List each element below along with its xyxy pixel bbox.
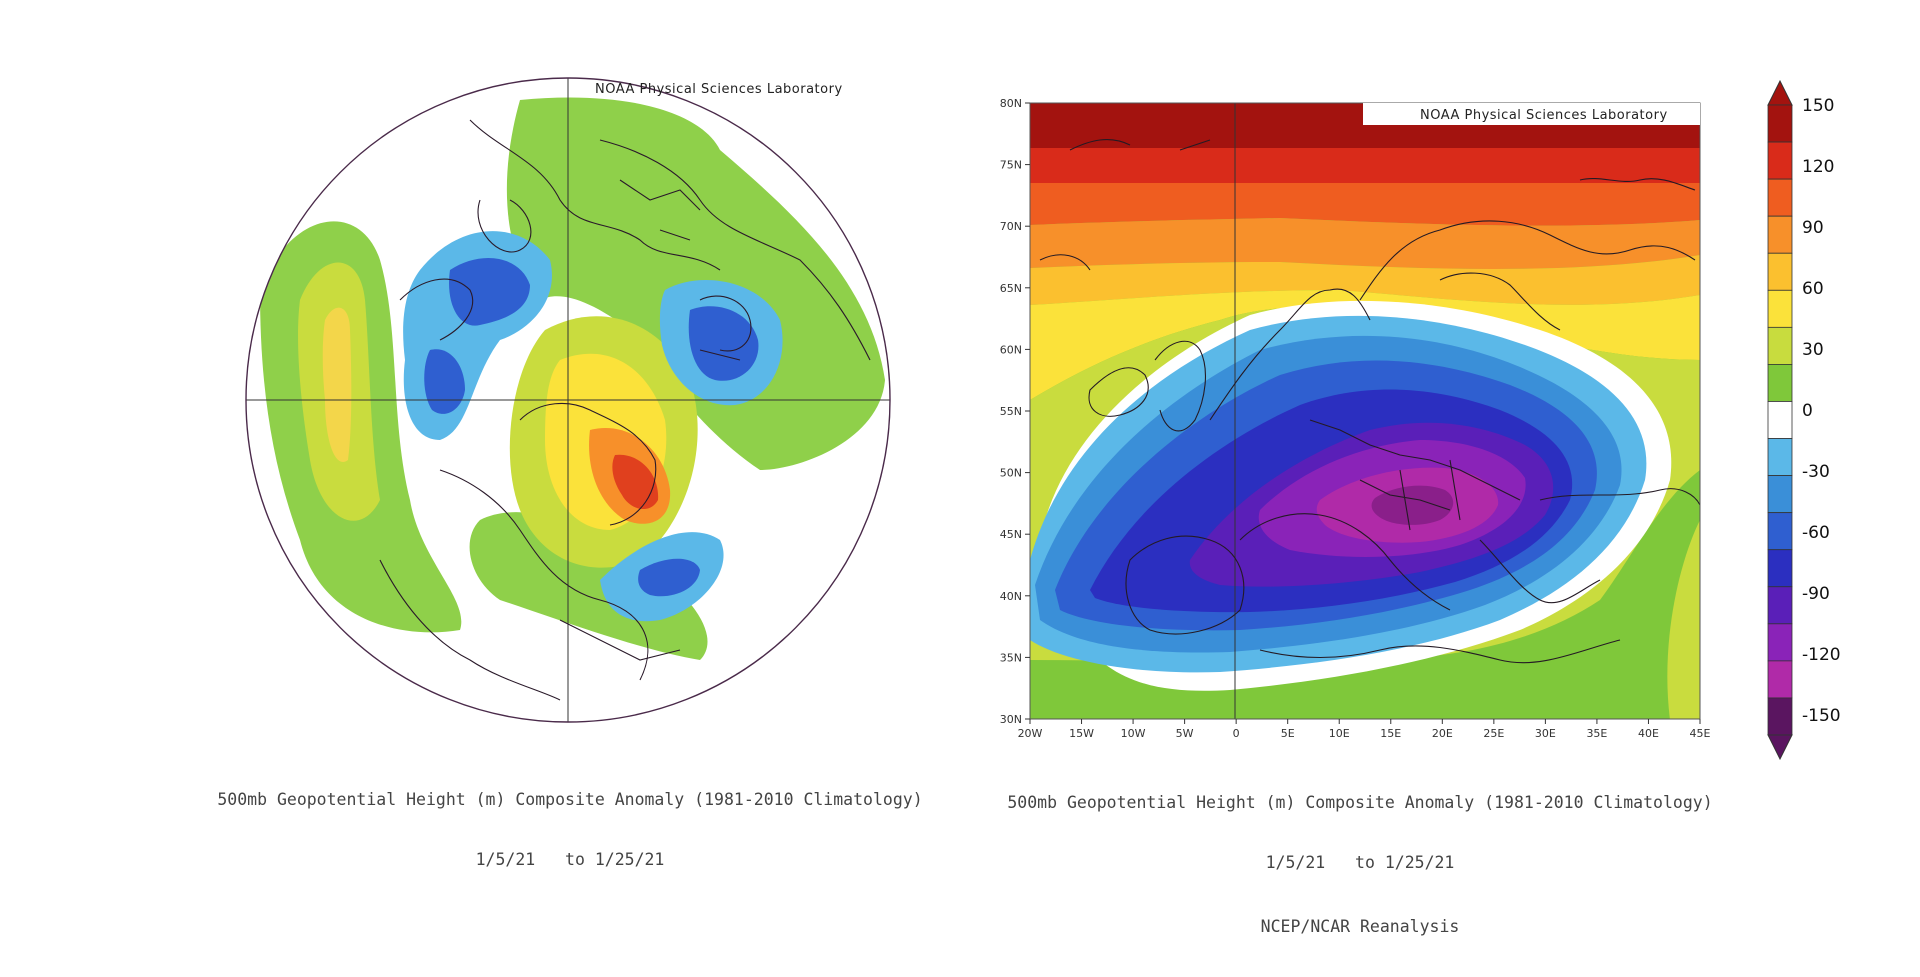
colorbar-swatch (1767, 252, 1793, 291)
latitude-ticks: 80N 75N 70N 65N 60N 55N 50N 45N 40N 35N 30N (1000, 97, 1030, 726)
longitude-ticks: 20W 15W 10W 5W 0 5E 10E 15E 20E 25E 30E 35E 40E 45E (1018, 719, 1711, 740)
colorbar-swatch (1767, 364, 1793, 402)
colorbar: 150 120 90 60 30 0 -30 -60 -90 -120 -150 (1760, 75, 1900, 775)
colorbar-swatch (1767, 660, 1793, 699)
lat-tick-label: 80N (1000, 97, 1022, 110)
lon-tick-label: 45E (1690, 727, 1711, 740)
lon-tick-label: 20E (1432, 727, 1453, 740)
polar-map-panel: NOAA Physical Sciences Laboratory 500mb … (0, 0, 980, 869)
colorbar-label: 60 (1802, 279, 1824, 299)
colorbar-label: -150 (1802, 706, 1841, 726)
regional-credit: NOAA Physical Sciences Laboratory (1420, 108, 1668, 123)
colorbar-label: 150 (1802, 96, 1834, 116)
lat-tick-label: 60N (1000, 343, 1022, 356)
regional-title: 500mb Geopotential Height (m) Composite … (1007, 793, 1713, 812)
polar-coastlines (379, 119, 871, 701)
lon-tick-label: 25E (1483, 727, 1504, 740)
lon-tick-label: 15W (1069, 727, 1094, 740)
colorbar-swatch (1767, 586, 1793, 625)
colorbar-label: -30 (1802, 462, 1830, 482)
lon-tick-label: 10W (1121, 727, 1146, 740)
colorbar-swatch (1767, 289, 1793, 328)
colorbar-label: -60 (1802, 523, 1830, 543)
polar-map: NOAA Physical Sciences Laboratory (245, 77, 891, 723)
lat-tick-label: 55N (1000, 405, 1022, 418)
regional-credit-box (1363, 103, 1700, 125)
lat-tick-label: 50N (1000, 467, 1022, 480)
lat-tick-label: 75N (1000, 159, 1022, 172)
lat-tick-label: 35N (1000, 651, 1022, 664)
colorbar-swatch (1767, 475, 1793, 514)
polar-caption: 500mb Geopotential Height (m) Composite … (160, 750, 980, 910)
colorbar-top-arrow (1767, 79, 1793, 106)
lon-tick-label: 30E (1535, 727, 1556, 740)
lon-tick-label: 5W (1176, 727, 1194, 740)
colorbar-swatch (1767, 141, 1793, 180)
lat-tick-label: 70N (1000, 220, 1022, 233)
lon-tick-label: 15E (1380, 727, 1401, 740)
regional-map-panel: NOAA Physical Sciences Laboratory 80N 75N… (980, 0, 1740, 936)
lon-tick-label: 5E (1281, 727, 1295, 740)
colorbar-label: 120 (1802, 157, 1834, 177)
colorbar-swatch (1767, 438, 1793, 476)
regional-dates: 1/5/21 to 1/25/21 (1265, 853, 1455, 872)
colorbar-swatch (1767, 401, 1793, 439)
polar-credit: NOAA Physical Sciences Laboratory (595, 82, 843, 97)
lon-tick-label: 0 (1233, 727, 1240, 740)
regional-anomaly-field (1030, 103, 1700, 719)
lon-tick-label: 20W (1018, 727, 1043, 740)
polar-anomaly-field (246, 78, 890, 722)
regional-source: NCEP/NCAR Reanalysis (1260, 917, 1460, 936)
colorbar-swatch (1767, 549, 1793, 588)
colorbar-label: 90 (1802, 218, 1824, 238)
colorbar-swatch (1767, 512, 1793, 551)
colorbar-swatch (1767, 215, 1793, 254)
regional-coastlines (1039, 139, 1700, 664)
colorbar-label: 30 (1802, 340, 1824, 360)
colorbar-label: -90 (1802, 584, 1830, 604)
colorbar-swatch (1767, 326, 1793, 365)
lat-tick-label: 40N (1000, 590, 1022, 603)
colorbar-swatch (1767, 104, 1793, 143)
regional-map: NOAA Physical Sciences Laboratory 80N 75N… (1000, 97, 1711, 740)
lon-tick-label: 40E (1638, 727, 1659, 740)
polar-dates: 1/5/21 to 1/25/21 (475, 850, 665, 869)
colorbar-swatch (1767, 623, 1793, 662)
colorbar-swatch (1767, 178, 1793, 217)
lon-tick-label: 10E (1329, 727, 1350, 740)
lat-tick-label: 30N (1000, 713, 1022, 726)
lon-tick-label: 35E (1586, 727, 1607, 740)
colorbar-bottom-arrow (1767, 734, 1793, 761)
colorbar-label: -120 (1802, 645, 1841, 665)
lat-tick-label: 65N (1000, 282, 1022, 295)
lat-tick-label: 45N (1000, 528, 1022, 541)
colorbar-swatch (1767, 697, 1793, 736)
polar-title: 500mb Geopotential Height (m) Composite … (217, 790, 923, 809)
colorbar-svg: 150 120 90 60 30 0 -30 -60 -90 -120 -150 (1767, 79, 1841, 761)
colorbar-label: 0 (1802, 401, 1813, 421)
regional-caption: 500mb Geopotential Height (m) Composite … (980, 753, 1740, 977)
